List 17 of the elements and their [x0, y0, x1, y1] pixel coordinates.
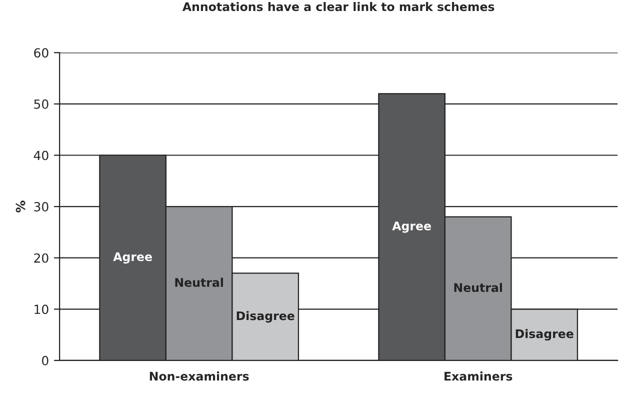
y-tick-label: 20 — [34, 253, 48, 263]
series-label: Agree — [113, 252, 152, 264]
text: Agree — [392, 222, 431, 233]
series-label: Disagree — [516, 329, 574, 341]
series-label: Neutral — [175, 278, 223, 287]
text: Neutral — [454, 282, 502, 292]
y-tick-label: 0 — [42, 356, 48, 366]
text: Disagree — [236, 311, 294, 323]
y-tick-label: 60 — [34, 48, 48, 58]
x-tick-label: Examiners — [444, 372, 512, 381]
y-tick-label: 40 — [34, 150, 48, 160]
y-tick-label: 50 — [34, 99, 48, 109]
y-axis-title: % — [16, 200, 26, 212]
chart-title: Annotations have a clear link to mark schemes — [182, 2, 494, 12]
y-tick-label: 30 — [34, 202, 48, 212]
x-tick-label: Non-examiners — [150, 372, 249, 381]
y-tick-label: 10 — [34, 304, 48, 314]
